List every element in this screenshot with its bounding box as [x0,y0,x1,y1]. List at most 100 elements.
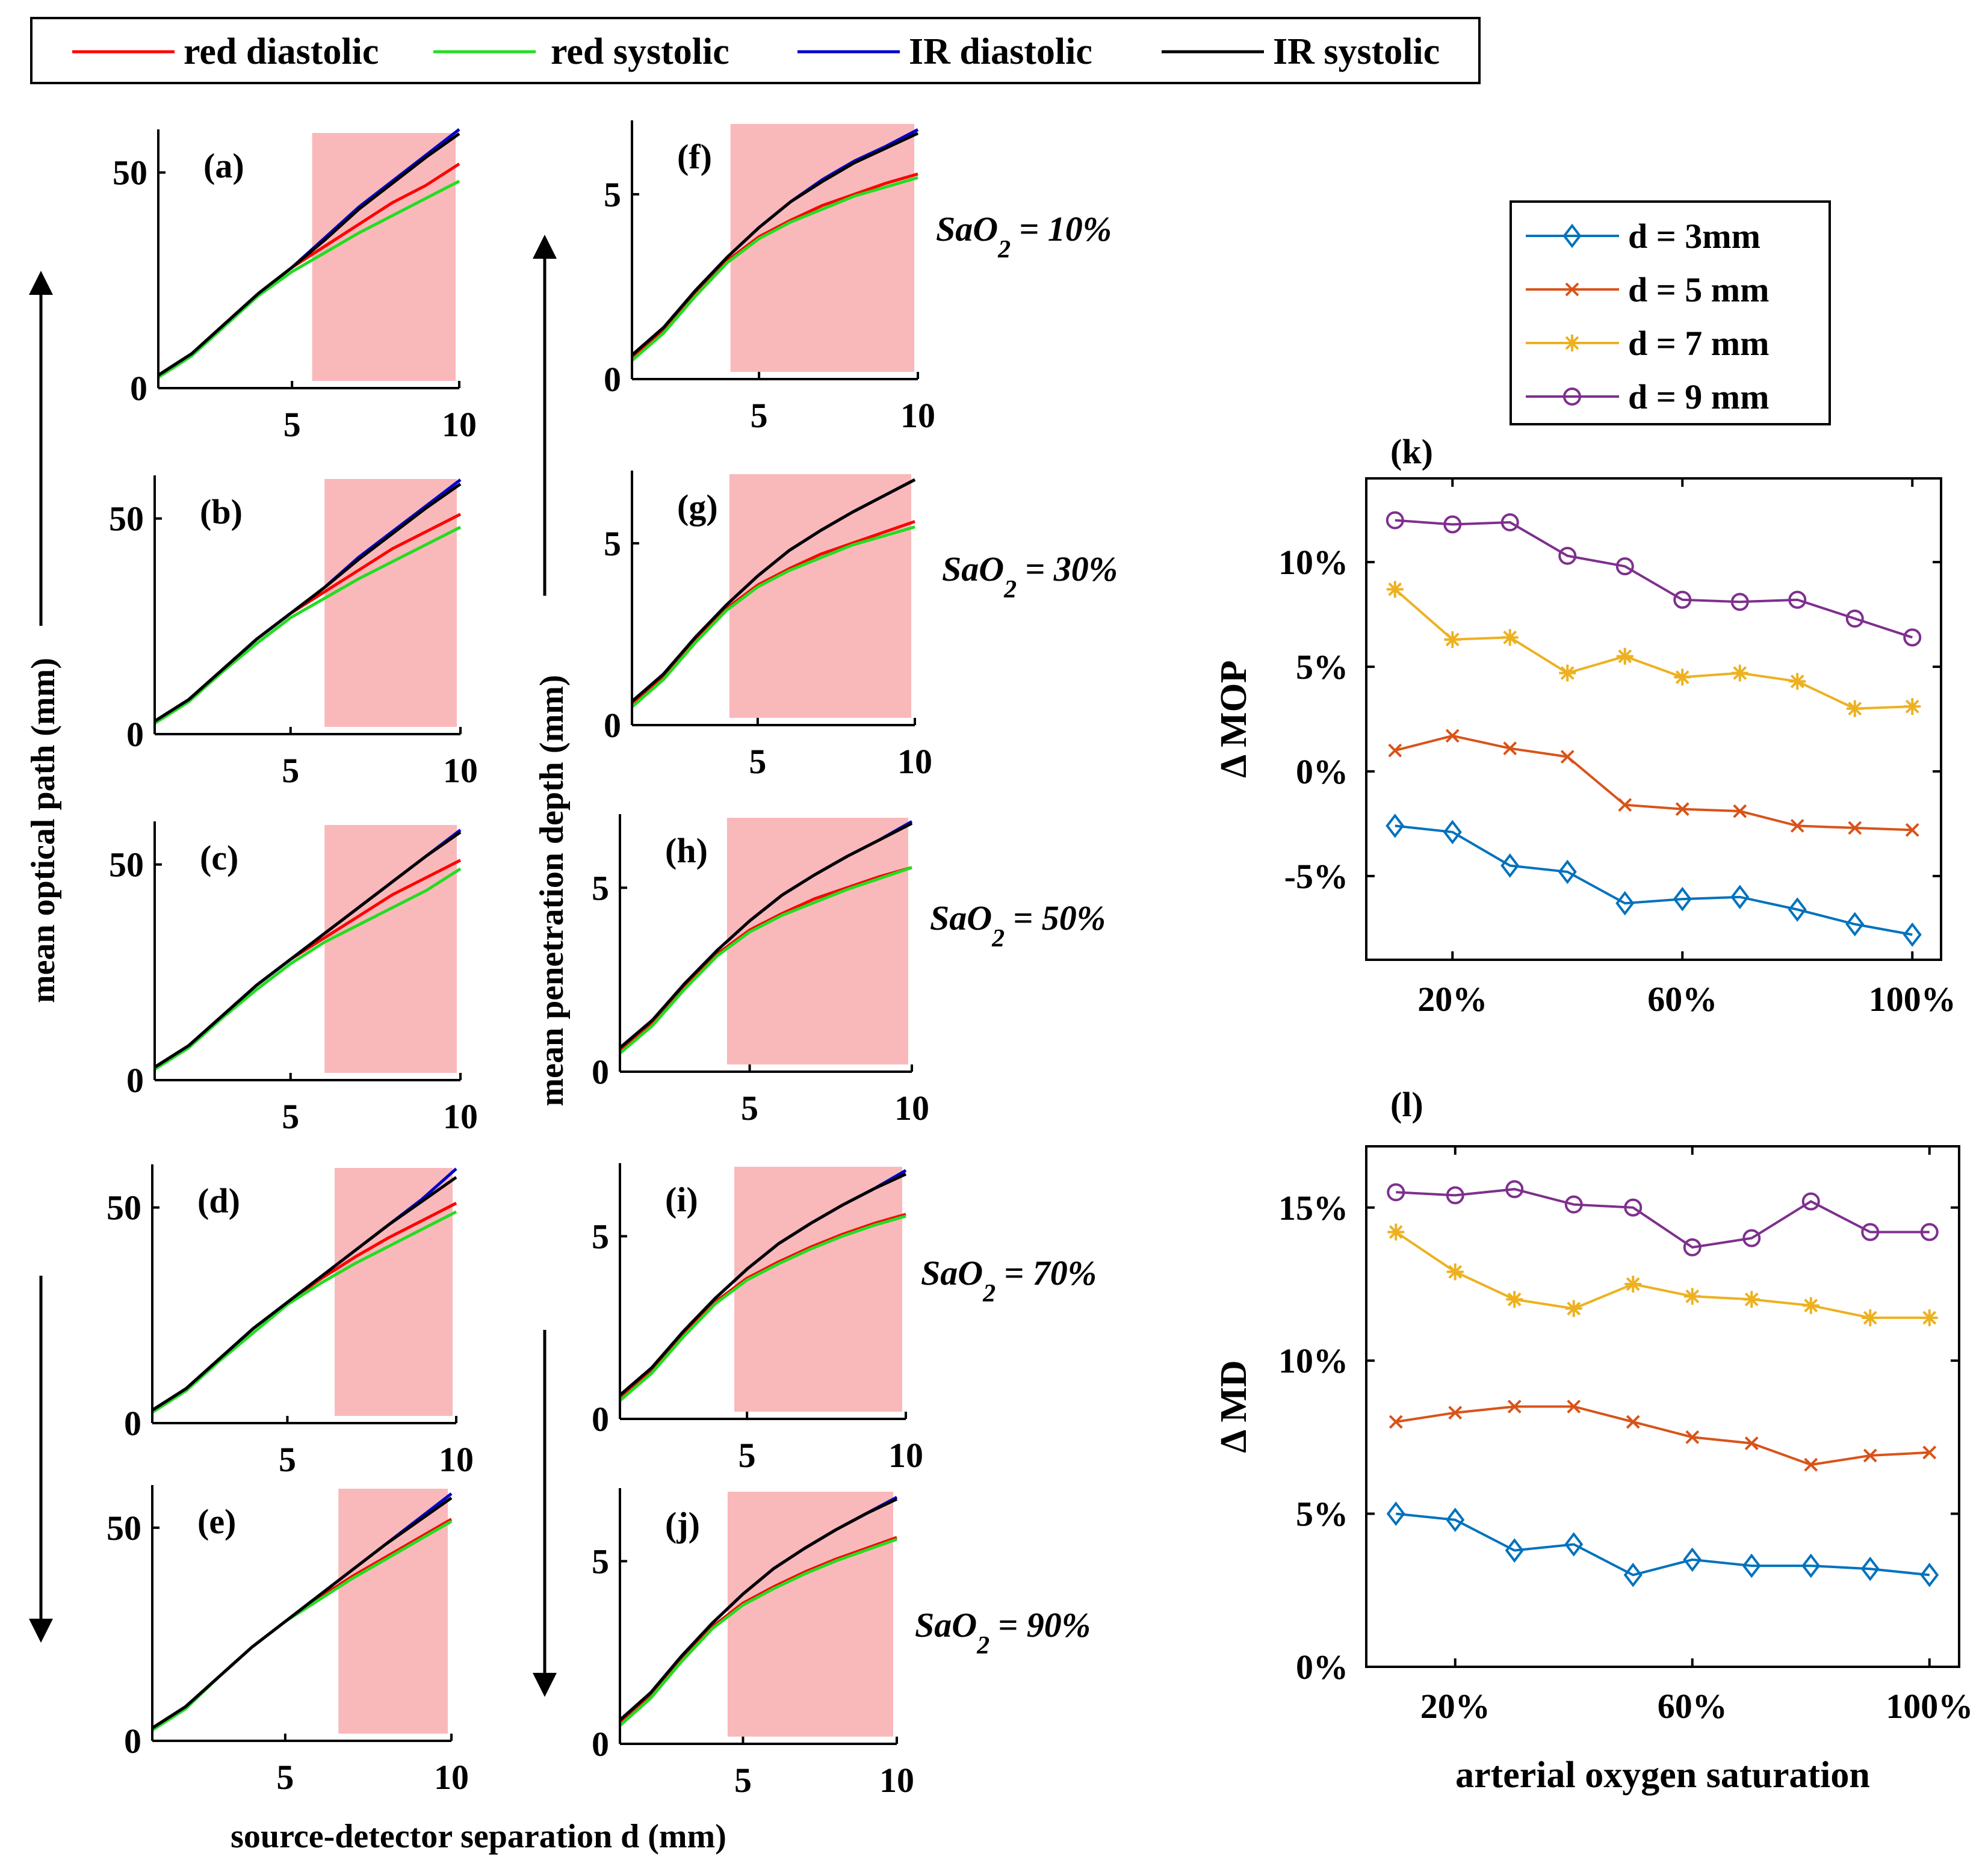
panel-l: 20% 60% 100% 0% 5% 10% 15% (l) Δ MD arterial oxyg… [1213,1085,1973,1796]
panel-i: 5 10 0 5 (i) [592,1163,923,1475]
legend-label: d = 7 mm [1628,324,1769,363]
y-tick-label: 0 [124,1722,141,1761]
y-tick-label: 5 [604,175,621,214]
marker-diamond [1386,814,1405,838]
marker-diamond [1673,886,1692,912]
panel-label: (j) [665,1505,700,1544]
marker-circle [1558,546,1577,565]
sao2-sub: 2 [982,1280,996,1308]
series-line-ir-systolic [631,132,919,356]
x-tick-label: 5 [279,1440,296,1479]
marker-x [1565,282,1579,297]
marker-x [1388,743,1402,758]
top-legend-item-ir-diastolic: IR diastolic [797,31,1092,72]
sao2-label-1: SaO2 = 10% [936,209,1112,264]
plot-frame [1365,477,1942,961]
panel-label: (d) [197,1181,240,1220]
left-ylabel: mean optical path (mm) [25,658,62,1003]
right-legend-entry-d-7-mm: d = 7 mm [1526,324,1769,363]
y-tick-label: 0% [1296,1648,1348,1687]
y-tick-label: 0 [130,369,147,408]
x-tick-label: 5 [741,1089,758,1128]
sao2-prefix: SaO [942,549,1004,589]
sao2-sub: 2 [976,1632,989,1660]
marker-circle [1443,515,1462,534]
series-line-ir-systolic [619,822,913,1049]
sao2-prefix: SaO [936,209,998,249]
marker-diamond [1845,912,1865,937]
marker-x [1804,1457,1818,1472]
marker-x [1733,804,1747,818]
marker-circle [1788,590,1807,609]
panel-label: (k) [1390,432,1433,471]
series-d-7-mm [1387,1223,1938,1326]
marker-asterisk [1921,1309,1938,1326]
marker-asterisk [1616,647,1633,665]
panel-label: (l) [1390,1085,1423,1124]
sao2-sub: 2 [997,236,1011,264]
series-d-3mm [1386,1501,1939,1587]
sao2-value: = 70% [1004,1253,1097,1293]
mid-ylabel: mean penetration depth (mm) [533,675,571,1106]
x-tick-label: 5 [282,751,299,790]
panel-label: (c) [200,838,238,877]
y-tick-label: 0 [592,1400,609,1439]
panel-label: (f) [677,137,712,176]
shaded-region [734,1167,902,1412]
marker-asterisk [1559,664,1576,682]
marker-circle [1673,590,1692,609]
marker-x [1626,1415,1640,1429]
panel-label: (a) [203,146,244,185]
marker-circle [1386,511,1404,530]
series-line-red-systolic [631,525,915,708]
panel-e: 5 10 0 50 (e) [107,1485,469,1797]
panel-a: 5 10 0 50 (a) [113,128,477,444]
panel-f: 5 10 0 5 (f) [604,120,935,435]
marker-x [1922,1445,1937,1460]
sao2-value: = 10% [1019,209,1112,249]
y-tick-label: 0 [592,1725,609,1764]
sao2-label-2: SaO2 = 30% [942,549,1118,604]
series-line-ir-systolic [153,483,462,723]
series-d-9-mm [1387,1180,1939,1256]
shaded-region [324,825,457,1073]
panel-d: 5 10 0 50 (d) [107,1164,474,1479]
shaded-region [335,1168,453,1416]
marker-diamond [1683,1547,1702,1572]
y-tick-label: 0 [124,1404,141,1443]
series-line-red-systolic [151,1210,457,1414]
panel-j: 5 10 0 5 (j) [592,1488,914,1800]
series-line [1395,1231,1930,1319]
y-tick-label: 0 [592,1052,609,1092]
marker-x [1445,729,1460,743]
marker-circle [1903,628,1922,647]
x-tick-label: 5 [283,405,301,444]
x-tick-label: 10 [442,405,477,444]
series-line-red-systolic [153,867,462,1071]
sao2-label-4: SaO2 = 70% [921,1253,1097,1308]
y-tick-label: 5% [1296,1495,1348,1534]
y-axis-label: Δ MD [1213,1360,1254,1453]
marker-diamond [1903,922,1922,947]
marker-circle [1500,513,1519,532]
marker-diamond [1615,891,1635,916]
marker-x [1560,750,1575,764]
y-tick-label: 15% [1278,1188,1348,1228]
marker-asterisk [1446,1263,1464,1280]
series-line [1395,734,1913,832]
marker-diamond [1742,1553,1761,1578]
legend-label-ir-diastolic: IR diastolic [909,31,1092,72]
x-tick-label: 60% [1647,980,1717,1019]
marker-diamond [1860,1556,1880,1581]
y-tick-label: 50 [107,1188,141,1228]
legend-label-ir-systolic: IR systolic [1273,31,1440,72]
y-tick-label: 50 [107,1509,141,1548]
series-line [1395,824,1913,936]
marker-x [1503,741,1517,756]
x-tick-label: 10 [443,751,478,790]
marker-diamond [1623,1563,1643,1587]
marker-asterisk [1444,631,1461,648]
series-line-red-systolic [157,179,460,379]
top-legend-item-ir-systolic: IR systolic [1162,31,1440,72]
